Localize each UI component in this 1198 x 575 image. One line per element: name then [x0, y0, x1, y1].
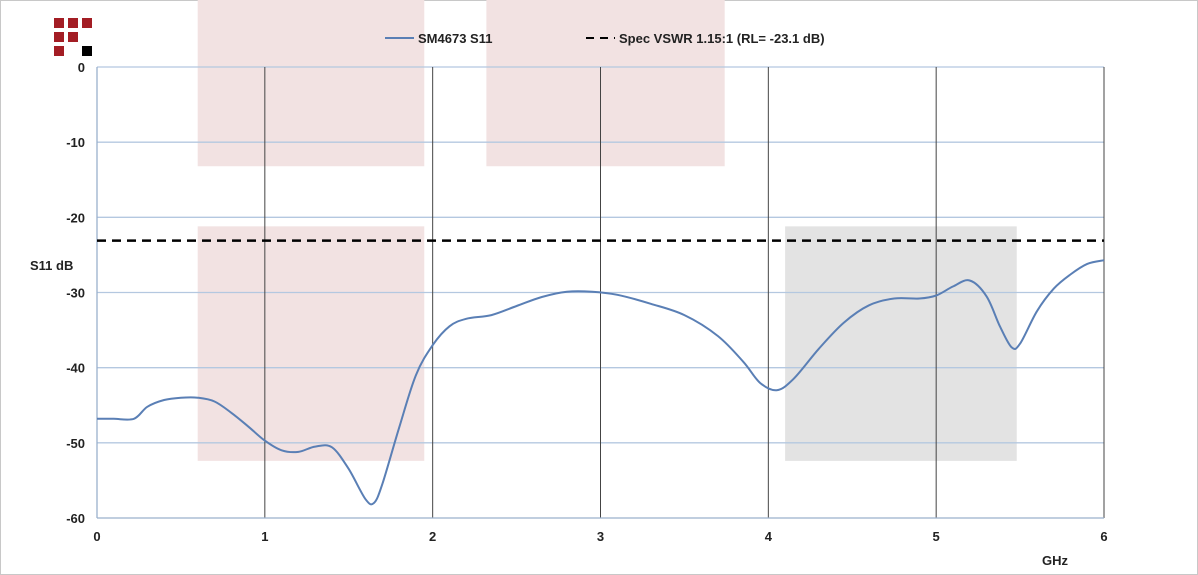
- x-tick-labels: 0 1 2 3 4 5 6: [93, 529, 1107, 544]
- y-tick-label: -50: [66, 436, 85, 451]
- s11-series-line: [97, 259, 1105, 506]
- x-axis-label: GHz: [1042, 553, 1069, 568]
- shaded-region: [197, 226, 425, 461]
- x-tick-label: 3: [597, 529, 604, 544]
- s11-series-layer: [97, 259, 1105, 506]
- logo-square: [82, 46, 92, 56]
- legend: SM4673 S11 Spec VSWR 1.15:1 (RL= -23.1 d…: [385, 31, 825, 46]
- logo-square: [54, 46, 64, 56]
- y-tick-label: -10: [66, 135, 85, 150]
- shaded-region: [486, 0, 725, 167]
- shaded-region: [785, 226, 1017, 461]
- y-tick-label: 0: [78, 60, 85, 75]
- x-tick-label: 1: [261, 529, 268, 544]
- y-tick-label: -40: [66, 361, 85, 376]
- y-tick-label: -60: [66, 511, 85, 526]
- x-tick-label: 0: [93, 529, 100, 544]
- x-tick-label: 6: [1100, 529, 1107, 544]
- y-tick-labels: 0 -10 -20 -30 -40 -50 -60: [66, 60, 85, 526]
- logo-square: [82, 18, 92, 28]
- x-tick-label: 4: [765, 529, 773, 544]
- y-axis-label: S11 dB: [30, 258, 73, 273]
- legend-entry-spec: Spec VSWR 1.15:1 (RL= -23.1 dB): [619, 31, 825, 46]
- grid-lines: [96, 66, 1105, 519]
- logo-square: [68, 32, 78, 42]
- logo-square: [54, 32, 64, 42]
- shaded-region: [197, 0, 425, 167]
- x-tick-label: 5: [933, 529, 940, 544]
- legend-entry-s11: SM4673 S11: [418, 31, 492, 46]
- red-black-grid-logo-icon: [54, 18, 92, 56]
- x-tick-label: 2: [429, 529, 436, 544]
- logo-square: [54, 18, 64, 28]
- shaded-regions: [197, 0, 1017, 461]
- y-tick-label: -30: [66, 286, 85, 301]
- y-tick-label: -20: [66, 210, 85, 225]
- logo-square: [68, 18, 78, 28]
